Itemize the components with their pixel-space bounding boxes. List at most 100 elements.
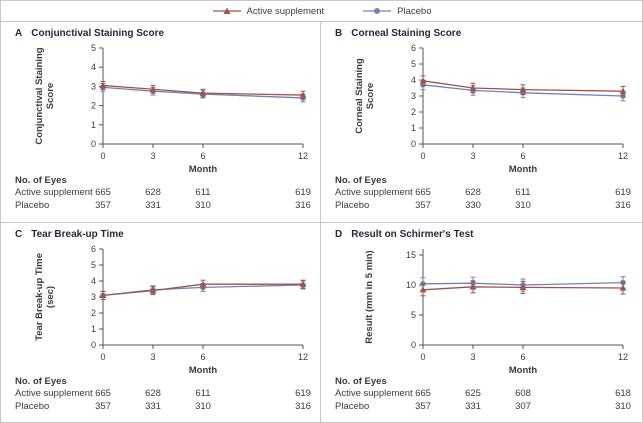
y-axis: 0 5 10 15 — [406, 249, 424, 350]
svg-text:0: 0 — [411, 139, 416, 149]
no-of-eyes-table: No. of Eyes Active supplement 665 628 611 61… — [1, 375, 320, 413]
svg-text:4: 4 — [91, 276, 96, 286]
chart-schirmers-test: 0 5 10 15 Result (mm in 5 min) 0 3 6 12 Month — [364, 249, 628, 375]
eyes-row-label: Placebo — [335, 199, 370, 211]
svg-text:0: 0 — [420, 352, 425, 362]
svg-text:3: 3 — [470, 352, 475, 362]
no-of-eyes-row: Active supplement 665 625 608 618 — [321, 388, 642, 401]
series-active-supplement — [419, 75, 627, 97]
eyes-count: 357 — [415, 400, 431, 412]
series-active-supplement — [99, 81, 307, 100]
svg-text:0: 0 — [100, 151, 105, 161]
eyes-row-label: Placebo — [335, 400, 370, 412]
eyes-count: 316 — [295, 400, 311, 412]
svg-text:6: 6 — [200, 352, 205, 362]
svg-text:0: 0 — [411, 340, 416, 350]
svg-text:Conjunctival Staining: Conjunctival Staining — [34, 47, 45, 144]
no-of-eyes-row: Active supplement 665 628 611 619 — [1, 388, 320, 401]
svg-text:2: 2 — [91, 101, 96, 111]
svg-text:5: 5 — [91, 260, 96, 270]
panel-tear-breakup-time: C Tear Break-up Time 0 1 2 3 4 5 6 Tear Break-u… — [1, 223, 321, 422]
svg-text:10: 10 — [406, 280, 416, 290]
eyes-count: 316 — [615, 199, 631, 211]
placebo-line-marker-icon — [363, 8, 392, 14]
no-of-eyes-table: No. of Eyes Active supplement 665 628 611 61… — [321, 174, 642, 212]
active-supplement-line-marker-icon — [212, 7, 241, 14]
svg-text:12: 12 — [298, 352, 308, 362]
no-of-eyes-row: Active supplement 665 628 611 619 — [321, 187, 642, 200]
legend-label: Active supplement — [246, 5, 325, 17]
svg-text:1: 1 — [91, 120, 96, 130]
no-of-eyes-header: No. of Eyes — [15, 376, 67, 387]
eyes-row-label: Active supplement — [335, 187, 413, 198]
eyes-count: 665 — [95, 187, 111, 198]
svg-text:12: 12 — [618, 352, 628, 362]
eyes-row-label: Active supplement — [15, 187, 93, 198]
eyes-count: 625 — [465, 388, 481, 399]
no-of-eyes-row: Placebo 357 331 310 316 — [1, 401, 320, 414]
svg-text:6: 6 — [200, 151, 205, 161]
svg-text:3: 3 — [150, 151, 155, 161]
svg-text:1: 1 — [91, 324, 96, 334]
panel-name: Conjunctival Staining Score — [31, 28, 165, 39]
y-axis-label: Tear Break-up Time (sec) — [34, 253, 56, 341]
eyes-count: 665 — [95, 388, 111, 399]
eyes-count: 331 — [145, 199, 161, 211]
eyes-count: 619 — [295, 388, 311, 399]
panel-schirmers-test: D Result on Schirmer's Test 0 5 10 15 Result… — [321, 223, 642, 422]
eyes-count: 628 — [145, 187, 161, 198]
y-axis: 0 1 2 3 4 5 6 — [411, 43, 424, 149]
svg-text:5: 5 — [411, 59, 416, 69]
panel-title: D Result on Schirmer's Test — [335, 228, 642, 241]
x-axis: 0 3 6 12 Month — [100, 143, 308, 174]
eyes-count: 665 — [415, 388, 431, 399]
eyes-count: 330 — [465, 199, 481, 211]
eyes-count: 331 — [465, 400, 481, 412]
series-active-supplement — [99, 279, 307, 300]
no-of-eyes-row: Placebo 357 331 307 310 — [321, 401, 642, 414]
eyes-count: 611 — [515, 187, 531, 198]
svg-text:(sec): (sec) — [45, 286, 56, 308]
svg-text:3: 3 — [91, 81, 96, 91]
x-axis: 0 3 6 12 Month — [420, 143, 628, 174]
svg-text:0: 0 — [420, 151, 425, 161]
y-axis-label: Result (mm in 5 min) — [364, 250, 375, 343]
no-of-eyes-table: No. of Eyes Active supplement 665 628 611 61… — [1, 174, 320, 212]
eyes-count: 310 — [515, 199, 531, 211]
svg-text:4: 4 — [411, 75, 416, 85]
eyes-count: 357 — [415, 199, 431, 211]
svg-text:2: 2 — [91, 308, 96, 318]
svg-text:6: 6 — [520, 352, 525, 362]
svg-text:12: 12 — [298, 151, 308, 161]
svg-text:6: 6 — [91, 244, 96, 254]
panel-letter: C — [15, 229, 23, 240]
y-axis: 0 1 2 3 4 5 — [91, 43, 104, 149]
legend-item-placebo: Placebo — [362, 6, 431, 17]
svg-text:6: 6 — [520, 151, 525, 161]
eyes-count: 665 — [415, 187, 431, 198]
svg-text:0: 0 — [91, 340, 96, 350]
panel-name: Tear Break-up Time — [31, 229, 124, 240]
no-of-eyes-header: No. of Eyes — [15, 175, 67, 186]
svg-text:12: 12 — [618, 151, 628, 161]
svg-text:0: 0 — [91, 139, 96, 149]
svg-text:3: 3 — [470, 151, 475, 161]
eyes-count: 611 — [195, 187, 211, 198]
svg-text:3: 3 — [411, 91, 416, 101]
eyes-count: 307 — [515, 400, 531, 412]
eyes-count: 608 — [515, 388, 531, 399]
svg-text:Result (mm in 5 min): Result (mm in 5 min) — [364, 250, 375, 343]
eyes-row-label: Placebo — [15, 199, 50, 211]
svg-text:6: 6 — [411, 43, 416, 53]
svg-text:1: 1 — [411, 123, 416, 133]
svg-text:3: 3 — [150, 352, 155, 362]
eyes-count: 618 — [615, 388, 631, 399]
svg-text:5: 5 — [91, 43, 96, 53]
x-axis-label: Month — [189, 164, 218, 174]
no-of-eyes-header: No. of Eyes — [335, 175, 387, 186]
eyes-count: 628 — [145, 388, 161, 399]
svg-text:Tear Break-up Time: Tear Break-up Time — [34, 253, 45, 341]
panel-title: C Tear Break-up Time — [15, 228, 320, 241]
